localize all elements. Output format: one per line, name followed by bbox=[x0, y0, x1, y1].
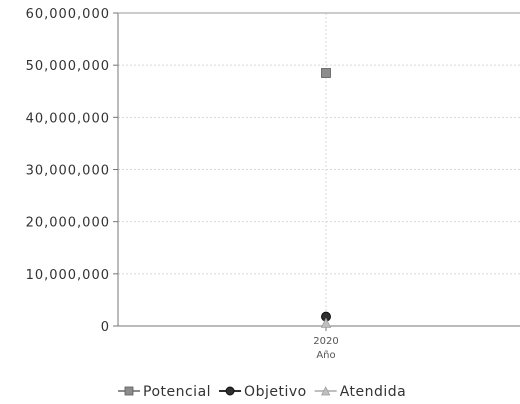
legend-marker bbox=[225, 386, 235, 396]
y-tick-label: 0 bbox=[101, 320, 110, 335]
data-points bbox=[320, 68, 332, 328]
y-tick-label: 50,000,000 bbox=[26, 59, 110, 74]
legend-label: Potencial bbox=[143, 384, 211, 400]
x-tick-labels: 2020 bbox=[313, 326, 339, 347]
legend-item-atendida: Atendida bbox=[314, 384, 407, 400]
x-tick-label: 2020 bbox=[313, 336, 338, 347]
y-tick-label: 30,000,000 bbox=[26, 164, 110, 179]
data-point-atendida bbox=[320, 317, 332, 328]
grid-lines bbox=[118, 13, 520, 326]
y-tick-label: 60,000,000 bbox=[26, 7, 110, 22]
y-tick-label: 20,000,000 bbox=[26, 216, 110, 231]
legend-marker bbox=[321, 386, 331, 396]
legend-label: Atendida bbox=[340, 384, 407, 400]
y-tick-label: 10,000,000 bbox=[26, 268, 110, 283]
legend-item-potencial: Potencial bbox=[118, 384, 211, 400]
legend-item-objetivo: Objetivo bbox=[219, 384, 307, 400]
data-point-potencial bbox=[321, 68, 331, 78]
legend: Potencial Objetivo Atendida bbox=[118, 384, 406, 400]
x-axis-title: Año bbox=[316, 350, 335, 361]
legend-marker bbox=[124, 386, 134, 396]
legend-label: Objetivo bbox=[244, 384, 307, 400]
y-tick-labels: 0 10,000,000 20,000,000 30,000,000 40,000,00… bbox=[26, 7, 118, 335]
y-tick-label: 40,000,000 bbox=[26, 111, 110, 126]
